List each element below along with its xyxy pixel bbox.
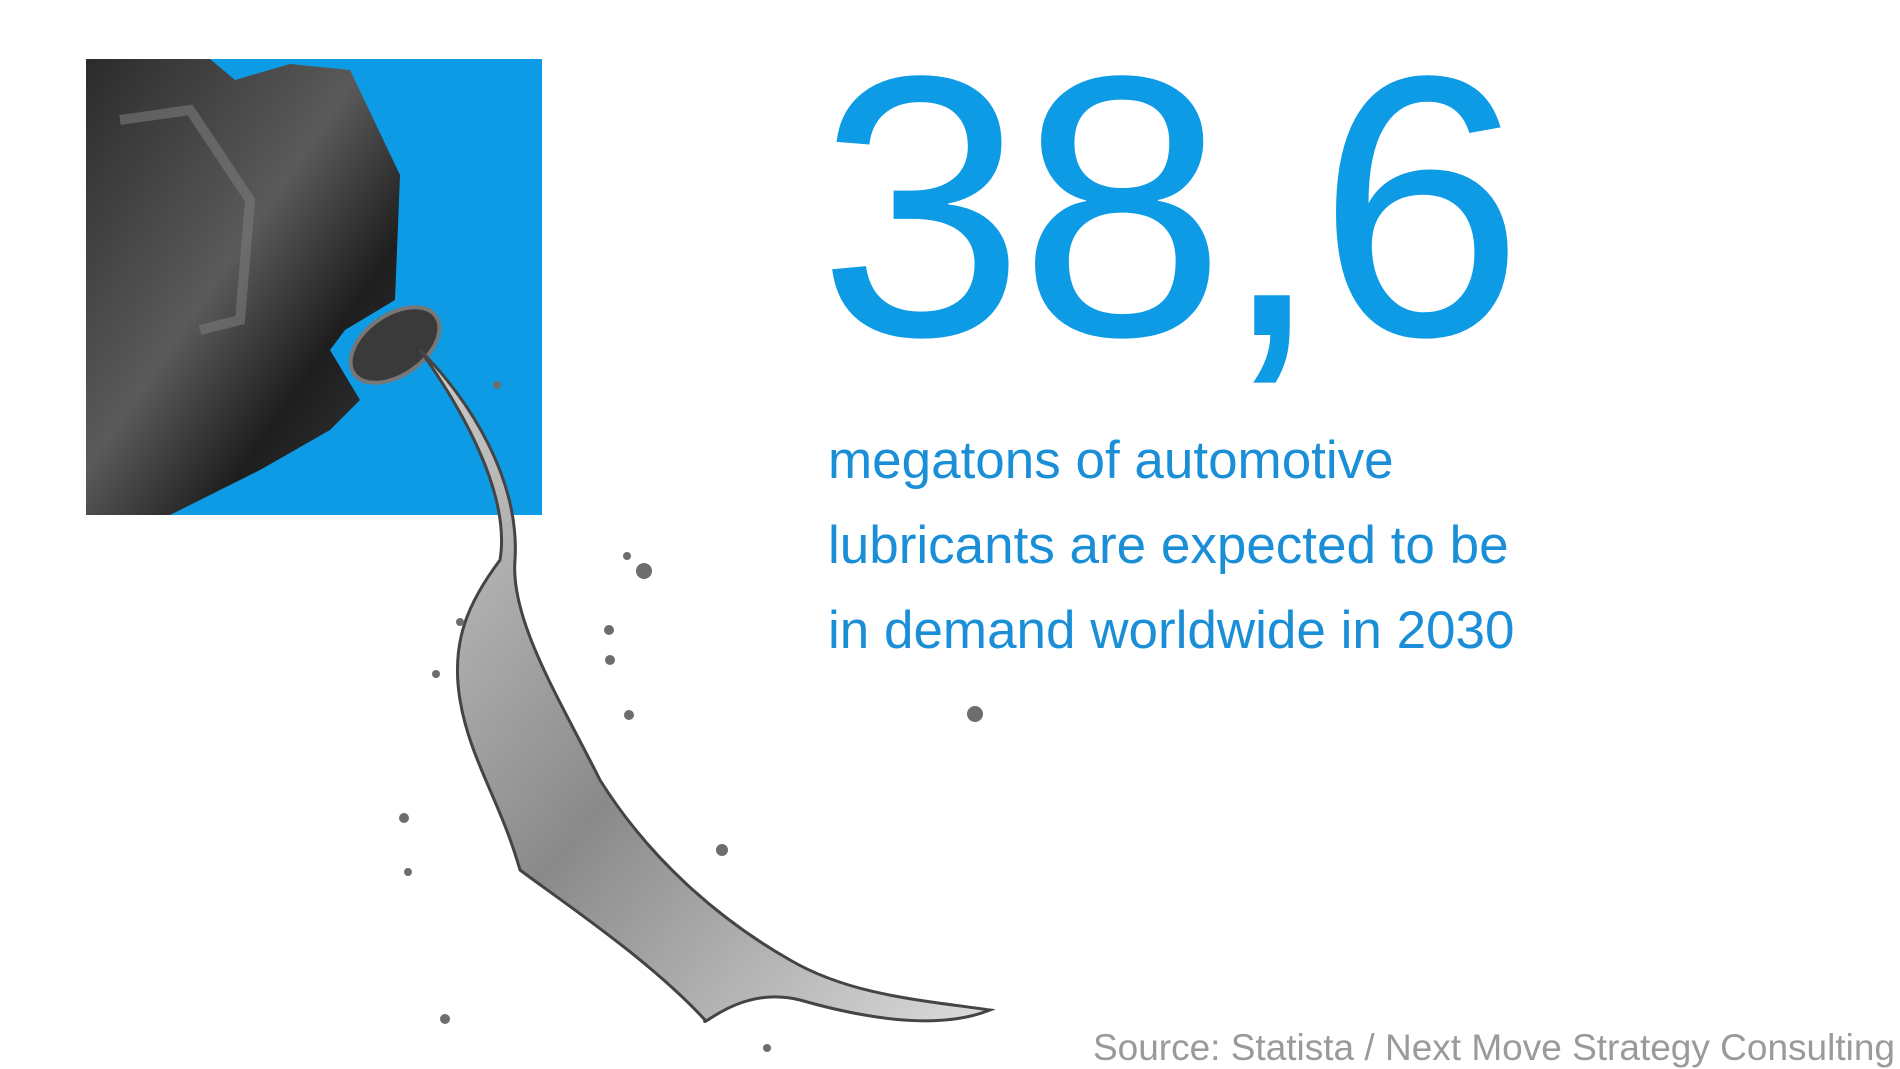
headline-text: megatons of automotive lubricants are ex… [828,418,1515,673]
headline-figure: 38,6 [818,0,1524,414]
source: Source: Statista / Next Move Strategy Co… [1092,1027,1895,1068]
droplets [399,381,983,1052]
headline-line: megatons of automotive [828,431,1394,490]
oil-stream [418,348,996,1023]
jug-spout [348,305,442,385]
headline-line: in demand worldwide in 2030 [828,601,1515,660]
jug-highlight [119,104,256,335]
headline-line: lubricants are expected to be [828,516,1509,575]
